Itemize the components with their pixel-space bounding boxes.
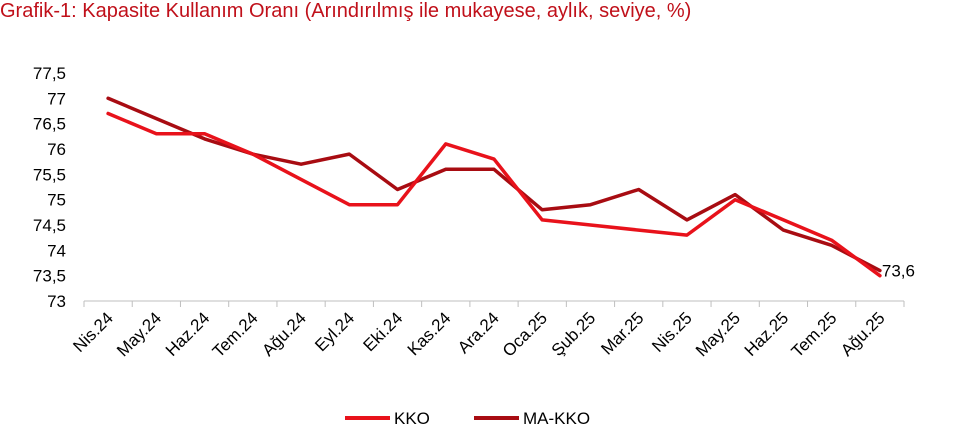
x-tick-label: Kas.24 <box>404 308 455 359</box>
series-line-kko <box>106 111 882 278</box>
x-tick-label: Mar.25 <box>597 308 647 358</box>
x-tick-label: Nis.24 <box>69 308 117 356</box>
series-lines <box>106 96 882 278</box>
x-tick-label: Nis.25 <box>648 308 696 356</box>
y-tick-label: 76 <box>47 140 66 159</box>
y-tick-label: 74 <box>47 241 66 260</box>
x-tick-label: Haz.24 <box>162 308 214 360</box>
y-tick-label: 74,5 <box>33 216 66 235</box>
x-tick-label: Tem.24 <box>209 308 262 361</box>
x-tick-label: Ara.24 <box>454 308 503 357</box>
x-tick-label: Oca.25 <box>499 308 551 360</box>
x-axis-tick-marks <box>83 301 905 307</box>
legend-label-ma-kko: MA-KKO <box>523 409 590 428</box>
legend-label-kko: KKO <box>394 409 430 428</box>
x-tick-label: Tem.25 <box>788 308 841 361</box>
chart-title: Grafik-1: Kapasite Kullanım Oranı (Arınd… <box>0 0 692 22</box>
x-tick-label: Haz.25 <box>741 308 793 360</box>
x-tick-label: May.25 <box>692 308 744 360</box>
x-tick-label: Şub.25 <box>548 308 600 360</box>
x-tick-label: Eyl.24 <box>311 308 358 355</box>
x-tick-label: Eki.24 <box>360 308 407 355</box>
data-labels: 73,6 <box>882 262 915 281</box>
series-line-ma-kko <box>106 96 882 273</box>
y-tick-label: 77 <box>47 89 66 108</box>
y-tick-label: 73,5 <box>33 267 66 286</box>
y-tick-label: 75 <box>47 191 66 210</box>
data-label: 73,6 <box>882 262 915 281</box>
legend: KKO MA-KKO <box>345 409 590 428</box>
x-tick-label: Ağu.25 <box>837 308 889 360</box>
y-tick-label: 76,5 <box>33 115 66 134</box>
x-tick-label: May.24 <box>113 308 165 360</box>
y-tick-label: 73 <box>47 292 66 311</box>
x-tick-label: Ağu.24 <box>258 308 310 360</box>
y-axis-ticks: 73 73,5 74 74,5 75 75,5 76 76,5 77 77,5 <box>33 64 66 311</box>
y-tick-label: 75,5 <box>33 165 66 184</box>
y-tick-label: 77,5 <box>33 64 66 83</box>
